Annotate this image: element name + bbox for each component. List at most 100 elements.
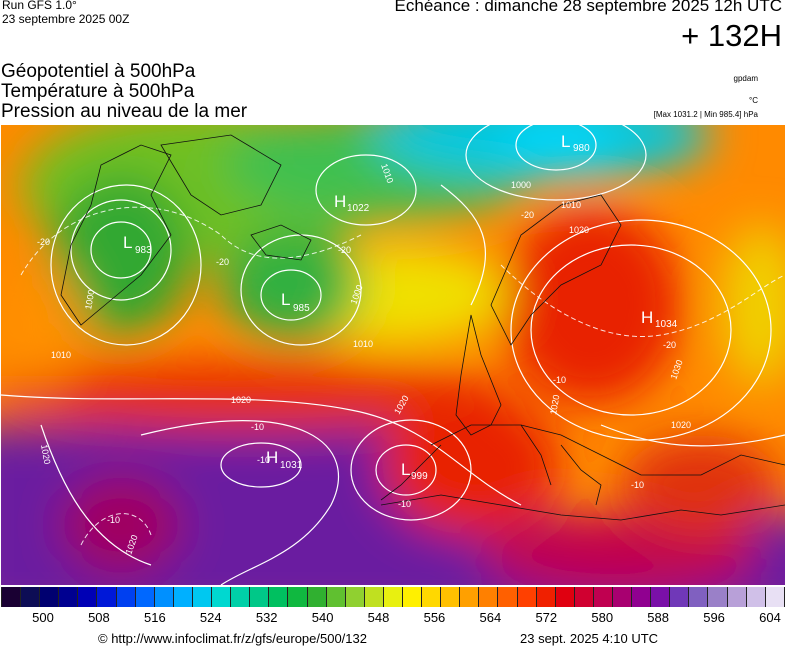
svg-text:-10: -10 bbox=[398, 499, 411, 509]
low-center-value: 980 bbox=[573, 143, 590, 154]
color-scale-tick: 580 bbox=[591, 610, 614, 625]
color-swatch bbox=[632, 587, 652, 607]
color-swatch bbox=[746, 587, 766, 607]
weather-map: L 983 L 985 H 1022 L 980 H 1034 H 1031 L… bbox=[1, 125, 785, 585]
svg-text:1010: 1010 bbox=[353, 339, 373, 349]
color-swatch bbox=[326, 587, 346, 607]
low-center-label: L bbox=[561, 132, 570, 151]
svg-text:-10: -10 bbox=[631, 480, 644, 490]
run-date: 23 septembre 2025 00Z bbox=[2, 12, 130, 26]
color-scale-tick: 556 bbox=[423, 610, 446, 625]
svg-text:-10: -10 bbox=[553, 375, 566, 385]
svg-text:-20: -20 bbox=[37, 237, 50, 247]
svg-text:1000: 1000 bbox=[511, 180, 531, 190]
color-swatch bbox=[613, 587, 633, 607]
color-swatch bbox=[422, 587, 442, 607]
svg-text:-20: -20 bbox=[663, 340, 676, 350]
svg-text:1010: 1010 bbox=[51, 350, 71, 360]
svg-text:-20: -20 bbox=[338, 245, 351, 255]
high-center-value: 1031 bbox=[280, 460, 303, 471]
high-center-value: 1034 bbox=[655, 319, 678, 330]
low-center-label: L bbox=[401, 460, 410, 479]
color-swatch bbox=[402, 587, 423, 607]
color-swatch bbox=[345, 587, 365, 607]
svg-text:-10: -10 bbox=[257, 455, 270, 465]
color-swatch bbox=[192, 587, 213, 607]
svg-text:1000: 1000 bbox=[83, 289, 96, 310]
pressure-centers: L 983 L 985 H 1022 L 980 H 1034 H 1031 L… bbox=[123, 132, 678, 482]
color-scale-tick: 604 bbox=[759, 610, 781, 625]
high-center-label: H bbox=[334, 192, 346, 211]
color-swatch bbox=[78, 587, 98, 607]
color-swatch bbox=[231, 587, 251, 607]
color-swatch bbox=[59, 587, 79, 607]
run-title: Run GFS 1.0° bbox=[2, 0, 77, 12]
isotherm-labels: -20 -20 -20 -20 -20 -10 -10 -10 -10 -10 … bbox=[37, 210, 676, 525]
color-swatch bbox=[670, 587, 690, 607]
color-swatch bbox=[364, 587, 384, 607]
color-scale-tick: 524 bbox=[199, 610, 222, 625]
title-pressure: Pression au niveau de la mer bbox=[1, 101, 248, 122]
svg-text:1020: 1020 bbox=[671, 420, 691, 430]
isotherms bbox=[20, 206, 785, 546]
color-swatch bbox=[307, 587, 327, 607]
color-scale-tick: 508 bbox=[88, 610, 110, 625]
color-swatch bbox=[651, 587, 671, 607]
color-swatch bbox=[727, 587, 747, 607]
low-center-label: L bbox=[281, 290, 290, 309]
color-swatch bbox=[441, 587, 461, 607]
color-swatch bbox=[689, 587, 709, 607]
color-scale-tick: 500 bbox=[32, 610, 54, 625]
title-temperature: Température à 500hPa bbox=[1, 81, 195, 102]
svg-text:-10: -10 bbox=[107, 515, 120, 525]
color-scale-tick: 516 bbox=[143, 610, 166, 625]
high-center-label: H bbox=[641, 308, 653, 327]
color-scale-tick: 548 bbox=[367, 610, 390, 625]
color-swatch bbox=[479, 587, 499, 607]
generation-timestamp: 23 sept. 2025 4:10 UTC bbox=[520, 631, 659, 646]
color-swatch bbox=[40, 587, 60, 607]
color-scale-bar bbox=[1, 587, 785, 607]
color-swatch bbox=[21, 587, 41, 607]
color-scale-tick: 564 bbox=[479, 610, 502, 625]
svg-text:-20: -20 bbox=[216, 257, 229, 267]
color-swatch bbox=[212, 587, 232, 607]
color-swatch bbox=[173, 587, 193, 607]
forecast-lead-time: + 132H bbox=[681, 18, 782, 53]
color-swatch bbox=[708, 587, 728, 607]
svg-text:-10: -10 bbox=[251, 422, 264, 432]
coastlines bbox=[60, 134, 785, 521]
source-credit: © http://www.infoclimat.fr/z/gfs/europe/… bbox=[98, 631, 367, 646]
unit-celsius: °C bbox=[749, 96, 758, 105]
low-center-value: 983 bbox=[135, 245, 152, 256]
color-swatch bbox=[555, 587, 575, 607]
color-swatch bbox=[536, 587, 556, 607]
svg-text:1010: 1010 bbox=[561, 200, 581, 210]
color-swatch bbox=[250, 587, 270, 607]
color-scale-tick: 572 bbox=[535, 610, 558, 625]
color-swatch bbox=[135, 587, 155, 607]
color-scale-tick: 588 bbox=[647, 610, 669, 625]
color-swatch bbox=[269, 587, 289, 607]
title-geopotential: Géopotentiel à 500hPa bbox=[1, 61, 196, 82]
svg-text:1020: 1020 bbox=[231, 395, 251, 405]
low-center-label: L bbox=[123, 233, 132, 252]
high-center-label: H bbox=[266, 448, 278, 467]
high-center-value: 1022 bbox=[347, 203, 370, 214]
color-scale-tick: 596 bbox=[703, 610, 725, 625]
color-swatch bbox=[116, 587, 136, 607]
color-swatch bbox=[517, 587, 537, 607]
isobars bbox=[1, 125, 785, 585]
svg-text:1020: 1020 bbox=[548, 394, 561, 415]
low-center-value: 999 bbox=[411, 471, 428, 482]
svg-text:1020: 1020 bbox=[39, 444, 52, 465]
low-center-value: 985 bbox=[293, 303, 310, 314]
svg-text:-20: -20 bbox=[521, 210, 534, 220]
color-swatch bbox=[460, 587, 480, 607]
color-swatch bbox=[97, 587, 117, 607]
color-swatch bbox=[288, 587, 308, 607]
forecast-valid-time: Echéance : dimanche 28 septembre 2025 12… bbox=[394, 0, 782, 15]
color-swatch bbox=[154, 587, 174, 607]
svg-text:1020: 1020 bbox=[569, 225, 589, 235]
color-swatch bbox=[383, 587, 403, 607]
